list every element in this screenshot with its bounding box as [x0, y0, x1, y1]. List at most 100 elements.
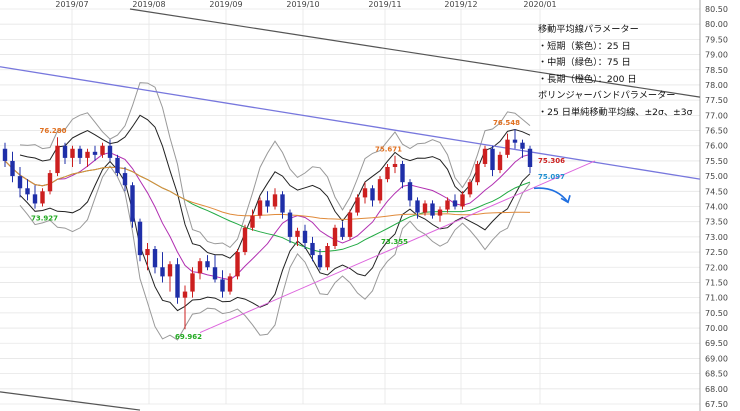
legend-item-mid: ・中期（緑色）：75 日 [538, 57, 631, 69]
y-tick-label: 70.50 [705, 309, 728, 318]
candle-body [77, 148, 83, 158]
annotation-label: 75.097 [538, 173, 565, 181]
candle-body [505, 139, 510, 155]
y-tick-label: 68.00 [705, 385, 728, 394]
forecast-arrowhead [560, 195, 571, 204]
legend-item-long: ・長期（橙色）：200 日 [538, 73, 637, 85]
candle-body [25, 188, 30, 195]
annotation-label: 69.962 [175, 333, 202, 341]
candle-body [197, 261, 203, 274]
candle-body [392, 163, 398, 167]
forecast-arrow [533, 187, 571, 204]
candle-body [325, 246, 330, 268]
candle-body [182, 291, 188, 298]
x-tick-label: 2020/01 [523, 0, 556, 9]
candle-body [452, 200, 458, 207]
y-tick-label: 80.50 [705, 5, 728, 14]
candlesticks [2, 129, 533, 330]
trend-line-top [129, 8, 701, 98]
candle-body [520, 142, 525, 149]
trend-line-upper [0, 66, 701, 180]
candle-body [40, 191, 45, 204]
candle-body [10, 160, 15, 177]
candle-body [145, 249, 150, 256]
y-tick-label: 67.50 [705, 400, 728, 409]
candle-body [100, 145, 105, 155]
candle-body [227, 276, 233, 292]
candle-body [482, 148, 488, 164]
candle-body [160, 267, 165, 277]
candle-body [115, 157, 120, 174]
y-tick-label: 75.50 [705, 157, 728, 166]
annotation-label: 76.548 [493, 119, 520, 127]
candle-body [467, 182, 473, 195]
candle-body [512, 139, 518, 143]
candle-body [220, 279, 225, 292]
trend-line-lower [199, 160, 596, 334]
annotation-label: 75.306 [538, 157, 565, 165]
y-tick-label: 72.00 [705, 263, 728, 272]
x-tick-label: 2019/09 [209, 0, 242, 9]
forecast-curve [533, 187, 569, 203]
candle-body [527, 148, 533, 167]
trend-line-bottom [0, 391, 141, 411]
candle-body [295, 230, 300, 237]
candle-body [92, 151, 98, 155]
axis-ticks: 67.50 68.00 68.50 69.00 69.50 70.00 70.50 71.00… [55, 0, 728, 409]
candle-body [355, 197, 360, 213]
candle-body [475, 163, 480, 183]
y-tick-label: 74.50 [705, 187, 728, 196]
y-tick-label: 73.00 [705, 233, 728, 242]
candle-body [310, 242, 315, 256]
candle-body [62, 145, 68, 158]
y-tick-label: 77.00 [705, 111, 728, 120]
bollinger-plus2 [19, 114, 531, 259]
candle-body [377, 179, 383, 201]
bollinger-minus3 [19, 165, 531, 341]
candle-body [2, 148, 8, 161]
candle-body [302, 230, 308, 243]
candle-body [445, 200, 450, 210]
x-tick-label: 2019/07 [55, 0, 88, 9]
candle-body [137, 221, 143, 256]
bollinger-bands [19, 82, 531, 341]
candle-body [415, 200, 420, 213]
candle-body [55, 145, 60, 174]
candle-body [47, 173, 53, 192]
ma-long-line [4, 160, 531, 220]
y-tick-label: 68.50 [705, 370, 728, 379]
y-tick-label: 78.00 [705, 81, 728, 90]
candle-body [340, 227, 345, 237]
candle-body [317, 255, 323, 268]
candle-body [385, 167, 390, 180]
bollinger-minus2 [19, 160, 531, 312]
candle-body [272, 194, 278, 207]
candle-body [32, 194, 38, 204]
candle-body [107, 145, 113, 158]
legend-heading-bollinger: ボリンジャーバンドパラメーター [538, 90, 676, 102]
candle-body [332, 227, 338, 246]
candle-body [407, 182, 413, 201]
y-tick-label: 71.00 [705, 294, 728, 303]
candle-body [212, 267, 218, 280]
candle-body [257, 200, 263, 216]
y-tick-label: 69.50 [705, 339, 728, 348]
annotation-label: 73.355 [381, 238, 408, 246]
legend-heading: 移動平均線パラメーター [538, 24, 639, 35]
ma-short-line [4, 152, 531, 281]
legend-box: 移動平均線パラメーター ・短期（紫色）：25 日 ・中期（緑色）：75 日 ・長… [538, 22, 692, 122]
y-tick-label: 80.00 [705, 20, 728, 29]
annotation-label: 73.927 [31, 215, 58, 223]
y-tick-label: 71.50 [705, 278, 728, 287]
candle-body [190, 273, 195, 292]
y-tick-label: 70.00 [705, 324, 728, 333]
candle-body [242, 227, 248, 253]
candle-body [430, 203, 435, 216]
annotation-label: 76.280 [40, 127, 67, 135]
candle-body [460, 194, 465, 207]
candle-body [70, 148, 75, 158]
candle-body [400, 163, 405, 183]
legend-item-bollinger: ・25 日単純移動平均線、±2σ、±3σ [538, 106, 693, 118]
